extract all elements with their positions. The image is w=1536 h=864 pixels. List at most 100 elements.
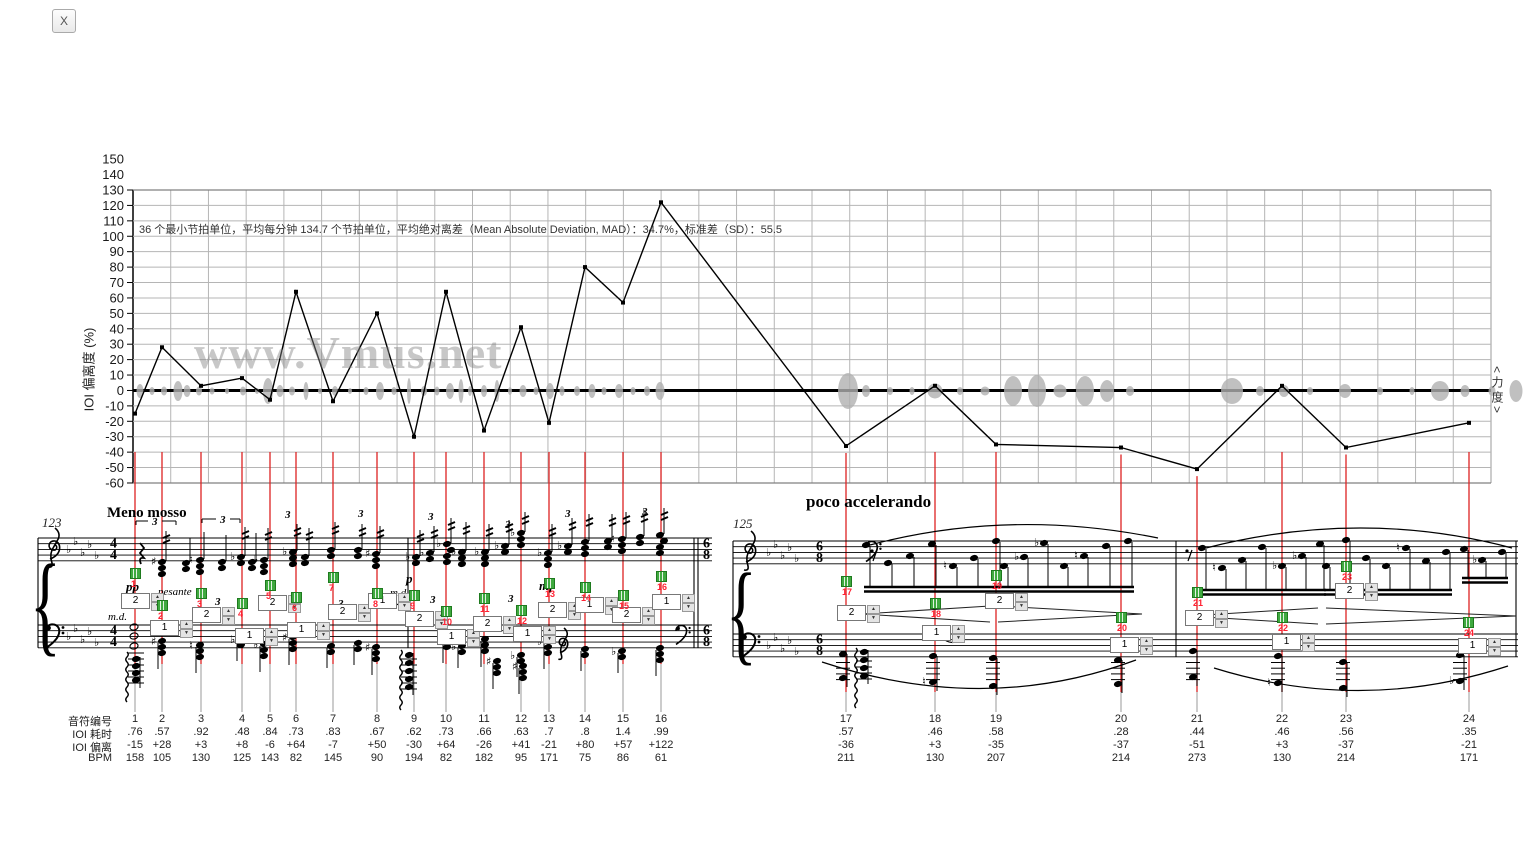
spinner-down-arrow-icon[interactable]: ▼	[467, 638, 480, 647]
spinner-down-arrow-icon[interactable]: ▼	[568, 611, 581, 620]
spinner-down-arrow-icon[interactable]: ▼	[1140, 646, 1153, 655]
spinner-value[interactable]: 1	[922, 625, 951, 641]
spinner-value[interactable]: 1	[1110, 637, 1139, 653]
spinner-value[interactable]: 2	[473, 616, 502, 632]
spinner-up-arrow-icon[interactable]: ▲	[952, 625, 965, 634]
spinner-down-arrow-icon[interactable]: ▼	[1302, 643, 1315, 652]
beat-marker-handle-icon[interactable]	[328, 572, 339, 583]
spinner-down-arrow-icon[interactable]: ▼	[1488, 647, 1501, 656]
spinner-up-arrow-icon[interactable]: ▲	[180, 620, 193, 629]
beat-marker-handle-icon[interactable]	[1116, 612, 1127, 623]
voice-spinner-note-19[interactable]: 2 ▲ ▼	[985, 593, 1028, 611]
spinner-up-arrow-icon[interactable]: ▲	[265, 628, 278, 637]
spinner-down-arrow-icon[interactable]: ▼	[1215, 619, 1228, 628]
spinner-value[interactable]: 2	[405, 611, 434, 627]
beat-marker-handle-icon[interactable]	[130, 568, 141, 579]
voice-spinner-note-6[interactable]: 1 ▲ ▼	[287, 622, 330, 640]
beat-marker-handle-icon[interactable]	[441, 606, 452, 617]
spinner-down-arrow-icon[interactable]: ▼	[180, 629, 193, 638]
voice-spinner-note-11[interactable]: 2 ▲ ▼	[473, 616, 516, 634]
beat-marker-handle-icon[interactable]	[372, 588, 383, 599]
spinner-down-arrow-icon[interactable]: ▼	[435, 620, 448, 629]
beat-marker-handle-icon[interactable]	[291, 592, 302, 603]
beat-marker-handle-icon[interactable]	[1463, 617, 1474, 628]
spinner-up-arrow-icon[interactable]: ▲	[1365, 583, 1378, 592]
spinner-value[interactable]: 1	[287, 622, 316, 638]
voice-spinner-note-4[interactable]: 1 ▲ ▼	[235, 628, 278, 646]
voice-spinner-note-14[interactable]: 1▲▼	[575, 597, 618, 615]
beat-marker-handle-icon[interactable]	[196, 588, 207, 599]
spinner-down-arrow-icon[interactable]: ▼	[1015, 602, 1028, 611]
beat-marker-handle-icon[interactable]	[516, 605, 527, 616]
beat-marker-handle-icon[interactable]	[409, 590, 420, 601]
spinner-down-arrow-icon[interactable]: ▼	[317, 631, 330, 640]
spinner-down-arrow-icon[interactable]: ▼	[398, 602, 411, 611]
close-button[interactable]: X	[52, 9, 76, 33]
voice-spinner-note-17[interactable]: 2 ▲ ▼	[837, 605, 880, 623]
voice-spinner-note-18[interactable]: 1 ▲ ▼	[922, 625, 965, 643]
spinner-value[interactable]: 1	[235, 628, 264, 644]
spinner-up-arrow-icon[interactable]: ▲	[1488, 638, 1501, 647]
spinner-up-arrow-icon[interactable]: ▲	[867, 605, 880, 614]
spinner-down-arrow-icon[interactable]: ▼	[867, 614, 880, 623]
spinner-value[interactable]: 2	[328, 604, 357, 620]
spinner-up-arrow-icon[interactable]: ▲	[1302, 634, 1315, 643]
voice-spinner-note-15[interactable]: 2 ▲ ▼	[612, 607, 655, 625]
voice-spinner-note-22[interactable]: 1 ▲ ▼	[1272, 634, 1315, 652]
spinner-up-arrow-icon[interactable]: ▲	[543, 626, 556, 635]
spinner-down-arrow-icon[interactable]: ▼	[288, 604, 301, 613]
voice-spinner-note-3[interactable]: 2 ▲ ▼	[192, 607, 235, 625]
spinner-value[interactable]: 1	[575, 597, 604, 613]
spinner-up-arrow-icon[interactable]: ▲	[1015, 593, 1028, 602]
spinner-value[interactable]: 1	[1458, 638, 1487, 654]
spinner-down-arrow-icon[interactable]: ▼	[265, 637, 278, 646]
beat-marker-handle-icon[interactable]	[656, 571, 667, 582]
spinner-up-arrow-icon[interactable]: ▲	[317, 622, 330, 631]
spinner-up-arrow-icon[interactable]: ▲	[503, 616, 516, 625]
spinner-value[interactable]: 1	[513, 626, 542, 642]
spinner-down-arrow-icon[interactable]: ▼	[642, 616, 655, 625]
spinner-up-arrow-icon[interactable]: ▲	[605, 597, 618, 606]
spinner-value[interactable]: 2	[985, 593, 1014, 609]
voice-spinner-note-13[interactable]: 2▲▼	[538, 602, 581, 620]
spinner-value[interactable]: 1	[652, 594, 681, 610]
voice-spinner-note-21[interactable]: 2 ▲ ▼	[1185, 610, 1228, 628]
voice-spinner-note-2[interactable]: 1 ▲ ▼	[150, 620, 193, 638]
spinner-value[interactable]: 2	[837, 605, 866, 621]
spinner-down-arrow-icon[interactable]: ▼	[358, 613, 371, 622]
voice-spinner-note-16[interactable]: 1 ▲ ▼	[652, 594, 695, 612]
beat-marker-handle-icon[interactable]	[1192, 587, 1203, 598]
beat-marker-handle-icon[interactable]	[544, 578, 555, 589]
spinner-up-arrow-icon[interactable]: ▲	[222, 607, 235, 616]
spinner-up-arrow-icon[interactable]: ▲	[642, 607, 655, 616]
spinner-value[interactable]: 2	[538, 602, 567, 618]
spinner-value[interactable]: 2	[192, 607, 221, 623]
voice-spinner-note-12[interactable]: 1 ▲ ▼	[513, 626, 556, 644]
voice-spinner-note-23[interactable]: 2 ▲ ▼	[1335, 583, 1378, 601]
spinner-value[interactable]: 2	[258, 595, 287, 611]
beat-marker-handle-icon[interactable]	[265, 580, 276, 591]
spinner-value[interactable]: 1	[150, 620, 179, 636]
spinner-value[interactable]: 1	[437, 629, 466, 645]
spinner-up-arrow-icon[interactable]: ▲	[682, 594, 695, 603]
beat-marker-handle-icon[interactable]	[237, 598, 248, 609]
voice-spinner-note-20[interactable]: 1 ▲ ▼	[1110, 637, 1153, 655]
spinner-down-arrow-icon[interactable]: ▼	[682, 603, 695, 612]
spinner-value[interactable]: 2	[1335, 583, 1364, 599]
spinner-up-arrow-icon[interactable]: ▲	[1140, 637, 1153, 646]
spinner-down-arrow-icon[interactable]: ▼	[543, 635, 556, 644]
spinner-value[interactable]: 2	[612, 607, 641, 623]
spinner-value[interactable]: 1	[1272, 634, 1301, 650]
beat-marker-handle-icon[interactable]	[930, 598, 941, 609]
beat-marker-handle-icon[interactable]	[1277, 612, 1288, 623]
beat-marker-handle-icon[interactable]	[991, 570, 1002, 581]
beat-marker-handle-icon[interactable]	[841, 576, 852, 587]
spinner-down-arrow-icon[interactable]: ▼	[222, 616, 235, 625]
beat-marker-handle-icon[interactable]	[479, 593, 490, 604]
beat-marker-handle-icon[interactable]	[157, 600, 168, 611]
spinner-value[interactable]: 2	[1185, 610, 1214, 626]
beat-marker-handle-icon[interactable]	[618, 590, 629, 601]
spinner-down-arrow-icon[interactable]: ▼	[1365, 592, 1378, 601]
spinner-down-arrow-icon[interactable]: ▼	[952, 634, 965, 643]
voice-spinner-note-24[interactable]: 1 ▲ ▼	[1458, 638, 1501, 656]
